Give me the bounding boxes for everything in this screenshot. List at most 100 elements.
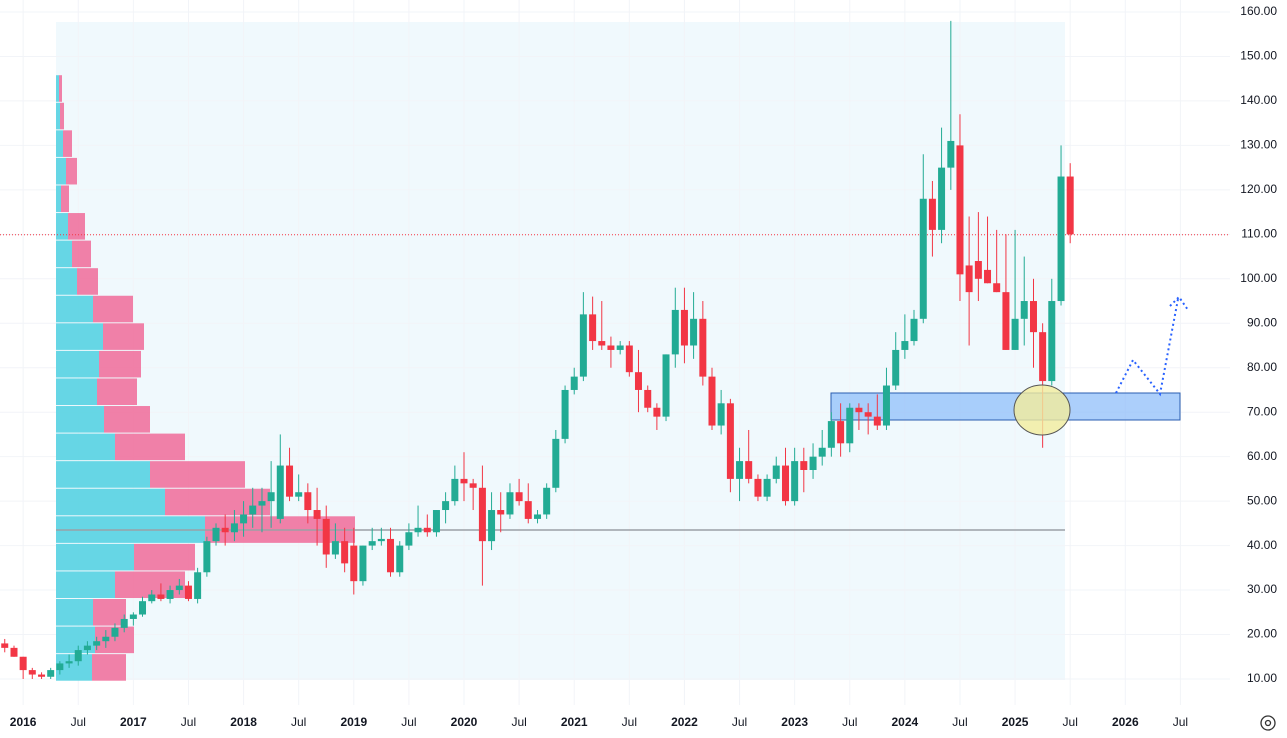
y-tick-label: 90.00 <box>1247 315 1277 329</box>
x-tick-label: Jul <box>1063 715 1078 729</box>
y-tick-label: 140.00 <box>1240 93 1277 107</box>
candle-body <box>139 601 147 615</box>
candle-body <box>763 478 771 497</box>
candle-body <box>469 483 477 488</box>
profile-up-bar <box>56 295 93 323</box>
candle-body <box>175 585 183 591</box>
candle-body <box>166 590 174 599</box>
profile-down-bar <box>97 378 137 406</box>
volume-profile <box>56 75 355 681</box>
candle-body <box>736 461 744 479</box>
candle-body <box>965 265 973 293</box>
x-tick-label: Jul <box>401 715 416 729</box>
y-tick-label: 40.00 <box>1247 538 1277 552</box>
candle-body <box>286 465 294 497</box>
axes: 10.00 20.00 30.00 40.00 50.00 60.00 70.00 80.00… <box>10 4 1278 729</box>
candle-body <box>102 636 110 642</box>
candle-body <box>258 501 266 506</box>
candle-body <box>873 416 881 426</box>
candle-body <box>56 663 64 671</box>
candle-body <box>111 627 119 637</box>
candle-body <box>120 618 128 628</box>
candle-body <box>10 647 18 657</box>
candle-body <box>855 407 863 413</box>
profile-up-bar <box>56 406 104 433</box>
profile-up-bar <box>56 571 115 599</box>
candle-body <box>772 465 780 479</box>
x-tick-label: 2017 <box>120 715 147 729</box>
profile-down-bar <box>68 213 85 240</box>
candle-body <box>882 385 890 426</box>
y-tick-label: 160.00 <box>1240 4 1277 18</box>
x-tick-label: 2024 <box>892 715 919 729</box>
profile-down-bar <box>61 185 69 213</box>
candle-body <box>1 643 9 648</box>
x-tick-label: 2025 <box>1002 715 1029 729</box>
candle-body <box>341 541 349 564</box>
y-tick-label: 30.00 <box>1247 582 1277 596</box>
candle-body <box>1002 292 1010 350</box>
profile-up-bar <box>56 350 99 378</box>
profile-up-bar <box>56 543 134 571</box>
candle-body <box>322 518 330 555</box>
candle-body <box>717 403 725 426</box>
candle-body <box>809 456 817 470</box>
profile-down-bar <box>134 543 195 571</box>
profile-down-bar <box>103 323 144 350</box>
candle-body <box>249 505 257 515</box>
candle-body <box>607 345 615 350</box>
profile-down-bar <box>77 268 98 295</box>
candle-body <box>38 674 46 677</box>
candle-body <box>791 461 799 502</box>
profile-down-bar <box>115 433 185 461</box>
candle-body <box>818 447 826 457</box>
profile-down-bar <box>63 130 72 157</box>
candle-body <box>65 661 73 664</box>
candle-body <box>28 670 36 675</box>
profile-down-bar <box>72 240 91 268</box>
candle-body <box>212 527 220 542</box>
candle-body <box>442 501 450 511</box>
candle-body <box>194 572 202 599</box>
x-tick-label: Jul <box>181 715 196 729</box>
y-tick-label: 10.00 <box>1247 671 1277 685</box>
candle-body <box>598 341 606 346</box>
y-tick-label: 100.00 <box>1240 271 1277 285</box>
candle-body <box>497 510 505 515</box>
profile-up-bar <box>56 599 93 626</box>
candle-body <box>524 501 532 519</box>
profile-down-bar <box>60 102 64 130</box>
profile-up-bar <box>56 75 59 102</box>
y-tick-label: 130.00 <box>1240 138 1277 152</box>
x-tick-label: 2019 <box>340 715 367 729</box>
candle-body <box>634 372 642 390</box>
candle-body <box>1066 176 1074 235</box>
y-tick-label: 80.00 <box>1247 360 1277 374</box>
candle-body <box>579 314 587 377</box>
x-tick-label: Jul <box>952 715 967 729</box>
candle-body <box>432 510 440 533</box>
candle-body <box>313 510 321 519</box>
profile-down-bar <box>115 571 185 599</box>
candle-body <box>662 354 670 417</box>
x-tick-label: Jul <box>71 715 86 729</box>
x-tick-label: 2022 <box>671 715 698 729</box>
y-tick-label: 120.00 <box>1240 182 1277 196</box>
candle-body <box>625 345 633 373</box>
x-tick-label: Jul <box>732 715 747 729</box>
x-tick-label: Jul <box>291 715 306 729</box>
profile-up-bar <box>56 185 61 213</box>
candle-body <box>993 283 1001 293</box>
candle-body <box>276 465 284 519</box>
candle-body <box>203 541 211 573</box>
candle-body <box>478 487 486 542</box>
settings-button[interactable] <box>1260 715 1276 731</box>
candle-body <box>405 532 413 546</box>
x-tick-label: 2018 <box>230 715 257 729</box>
candle-body <box>515 492 523 502</box>
candle-body <box>864 412 872 417</box>
candle-body <box>1057 176 1065 302</box>
profile-up-bar <box>56 433 115 461</box>
y-tick-label: 20.00 <box>1247 627 1277 641</box>
x-tick-label: Jul <box>842 715 857 729</box>
